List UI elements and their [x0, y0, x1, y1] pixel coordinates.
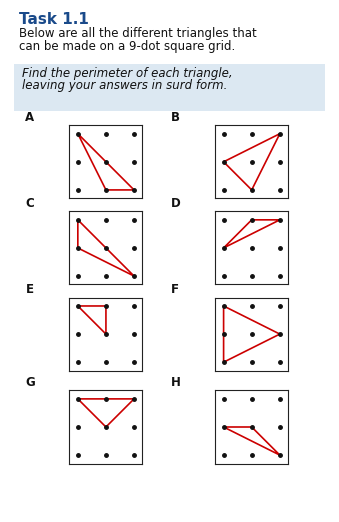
- Text: Find the perimeter of each triangle,: Find the perimeter of each triangle,: [22, 67, 233, 80]
- Text: leaving your answers in surd form.: leaving your answers in surd form.: [22, 79, 227, 92]
- Text: A: A: [25, 111, 35, 124]
- Text: C: C: [25, 197, 34, 210]
- Text: can be made on a 9-dot square grid.: can be made on a 9-dot square grid.: [19, 40, 235, 53]
- Text: Below are all the different triangles that: Below are all the different triangles th…: [19, 27, 256, 40]
- Text: D: D: [171, 197, 181, 210]
- Text: E: E: [25, 283, 34, 296]
- Text: B: B: [171, 111, 180, 124]
- Text: G: G: [25, 376, 35, 389]
- Text: Task 1.1: Task 1.1: [19, 12, 88, 27]
- Text: H: H: [171, 376, 181, 389]
- Text: F: F: [171, 283, 179, 296]
